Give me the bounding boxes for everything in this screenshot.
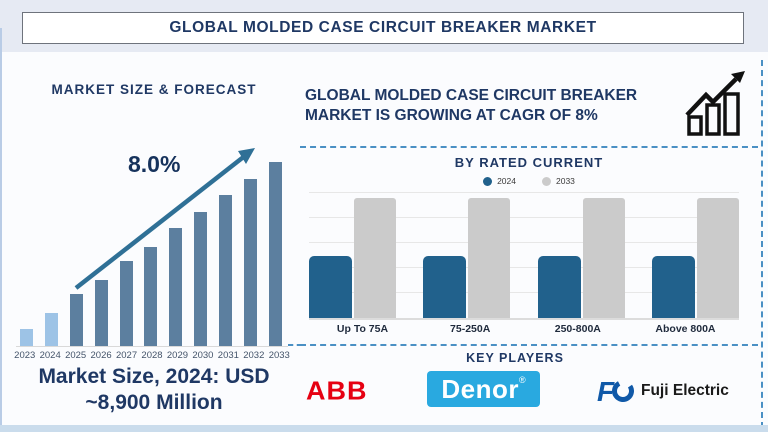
category-label-Up To 75A: Up To 75A [336, 323, 389, 335]
year-label-2023: 2023 [14, 350, 36, 361]
main-title: GLOBAL MOLDED CASE CIRCUIT BREAKER MARKE… [169, 19, 597, 36]
forecast-bar-2031 [219, 195, 233, 346]
forecast-bar-2029 [169, 228, 183, 346]
market-size-note: Market Size, 2024: USD ~8,900 Million [8, 364, 300, 416]
gridline [309, 267, 739, 268]
dashed-separator-bottom [300, 344, 758, 346]
bar-group-75-250A [423, 198, 511, 318]
forecast-chart-title: MARKET SIZE & FORECAST [51, 82, 257, 97]
category-label-75-250A: 75-250A [450, 323, 491, 335]
forecast-bar-2027 [119, 261, 133, 346]
gridline [309, 242, 739, 243]
chart-legend: 2024 2033 [300, 176, 758, 186]
year-label-2027: 2027 [115, 350, 138, 361]
fuji-electric-glyph-icon: F [597, 376, 634, 406]
cagr-headline-line2: MARKET IS GROWING AT CAGR OF 8% [305, 107, 598, 124]
left-edge-line [0, 28, 2, 432]
market-size-note-line2: ~8,900 Million [85, 391, 223, 414]
fuji-electric-logo: F Fuji Electric [597, 376, 729, 406]
category-label-250-800A: 250-800A [554, 323, 601, 335]
year-label-2025: 2025 [65, 350, 87, 361]
cagr-headline-line1: GLOBAL MOLDED CASE CIRCUIT BREAKER [305, 87, 638, 104]
forecast-x-axis-labels: 2023 2024 2025 2026 2027 2028 2029 2030 2031 2032… [12, 350, 292, 361]
main-title-box: GLOBAL MOLDED CASE CIRCUIT BREAKER MARKE… [22, 12, 744, 44]
rated-current-category-labels: Up To 75A 75-250A 250-800A Above 800A [309, 323, 739, 335]
year-label-2029: 2029 [166, 350, 189, 361]
category-label-Above 800A: Above 800A [655, 323, 716, 335]
bar-2033-75-250A [468, 198, 511, 318]
bar-group-Up To 75A [309, 198, 396, 318]
forecast-bar-2028 [144, 247, 158, 346]
rated-current-bar-groups [309, 192, 739, 318]
gridline [309, 217, 739, 218]
year-label-2024: 2024 [39, 350, 61, 361]
forecast-bar-2032 [244, 179, 258, 346]
key-players-heading: KEY PLAYERS [466, 351, 564, 365]
bar-group-Above 800A [651, 198, 739, 318]
abb-logo: ABB [306, 376, 368, 406]
legend-dot-2033 [542, 176, 551, 186]
bottom-strip [0, 425, 768, 432]
forecast-bar-2030 [194, 212, 208, 346]
right-dashed-border [761, 60, 763, 428]
forecast-bar-2024 [44, 313, 58, 346]
year-label-2026: 2026 [90, 350, 112, 361]
year-label-2030: 2030 [192, 350, 214, 361]
cagr-headline: GLOBAL MOLDED CASE CIRCUIT BREAKER MARKE… [305, 86, 685, 126]
bar-2024-75-250A [423, 256, 467, 318]
year-label-2032: 2032 [243, 350, 265, 361]
bar-2033-Up To 75A [354, 198, 396, 318]
bar-2033-250-800A [582, 198, 625, 318]
market-size-note-line1: Market Size, 2024: USD [38, 365, 270, 388]
denor-registered-mark: ® [518, 375, 526, 385]
forecast-bar-2025 [69, 294, 83, 346]
forecast-bar-2023 [20, 329, 33, 346]
legend-item-2024: 2024 [483, 176, 516, 186]
bar-2024-250-800A [537, 256, 581, 318]
svg-text:F: F [597, 376, 615, 406]
fuji-electric-logo-text: Fuji Electric [641, 382, 729, 399]
growth-chart-icon [685, 71, 745, 136]
bar-group-250-800A [537, 198, 625, 318]
cagr-annotation: 8.0% [128, 151, 181, 177]
bar-2033-Above 800A [696, 198, 739, 318]
legend-dot-2024 [483, 176, 493, 186]
denor-logo-text: Denor [441, 373, 519, 404]
gridline [309, 292, 739, 293]
legend-label-2033: 2033 [556, 176, 575, 186]
bar-2024-Above 800A [651, 256, 695, 318]
year-label-2028: 2028 [141, 350, 163, 361]
gridline [309, 192, 739, 193]
year-label-2033: 2033 [268, 350, 290, 361]
rated-current-chart-title: BY RATED CURRENT [454, 155, 604, 170]
legend-label-2024: 2024 [497, 176, 516, 186]
dashed-separator-top [300, 146, 758, 148]
forecast-bar-2026 [94, 280, 108, 346]
rated-current-bar-chart [309, 192, 739, 320]
bar-2024-Up To 75A [309, 256, 352, 318]
denor-logo: Denor ® [427, 371, 540, 407]
legend-item-2033: 2033 [542, 176, 575, 186]
forecast-x-axis-line [16, 346, 288, 347]
year-label-2031: 2031 [217, 350, 239, 361]
forecast-bar-2033 [268, 162, 282, 346]
baseline-dash-fragment [288, 344, 302, 346]
